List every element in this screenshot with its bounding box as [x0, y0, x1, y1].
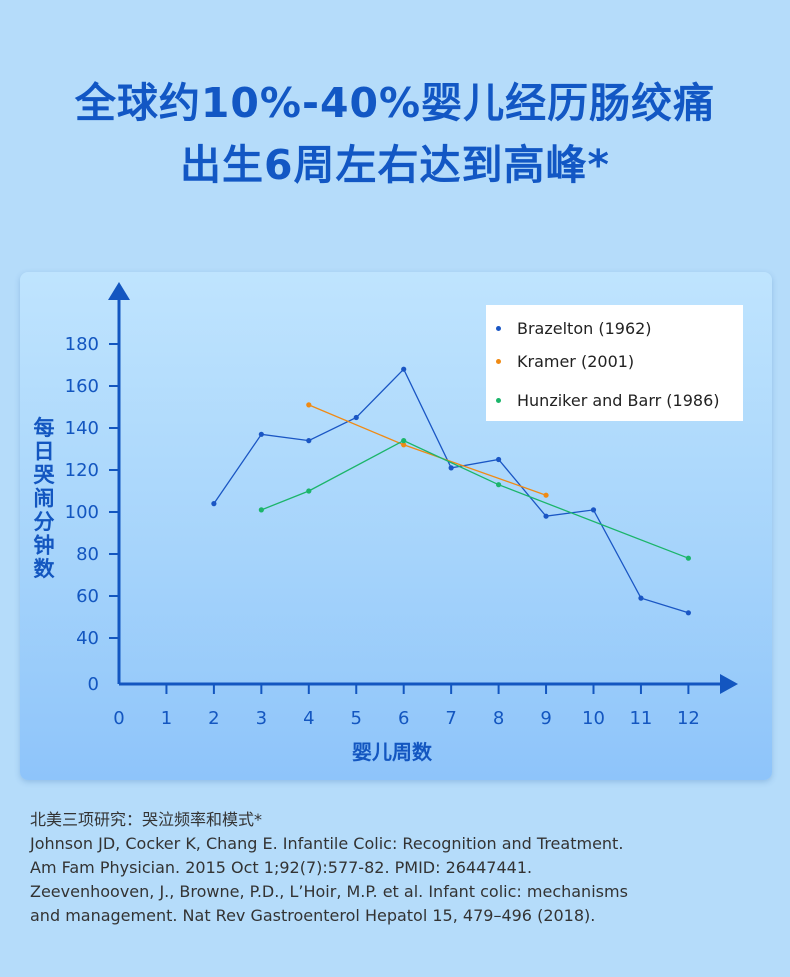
x-tick-label: 11 — [629, 708, 652, 729]
data-point-0 — [353, 414, 359, 421]
y-axis-arrow — [108, 282, 130, 300]
legend-label-kramer: Kramer (2001) — [517, 351, 635, 371]
y-tick-label: 140 — [65, 418, 99, 439]
series-line-2 — [261, 439, 689, 559]
y-axis-label-char: 数 — [34, 557, 56, 581]
data-point-1 — [543, 492, 549, 498]
data-point-0 — [401, 366, 407, 372]
data-point-2 — [496, 482, 502, 488]
y-tick-label: 160 — [65, 376, 99, 397]
y-axis-label-char: 闹 — [34, 487, 55, 511]
legend-marker-kramer — [496, 358, 501, 364]
legend-item-hunziker: Hunziker and Barr (1986) — [496, 390, 720, 410]
x-tick-label: 12 — [677, 708, 700, 729]
data-point-2 — [258, 507, 264, 513]
data-point-2 — [685, 555, 692, 561]
data-point-2 — [401, 438, 407, 444]
y-axis-label-char: 哭 — [34, 463, 56, 487]
x-axis-arrow — [720, 674, 738, 694]
x-tick-label: 10 — [582, 708, 605, 729]
legend-item-brazelton: Brazelton (1962) — [496, 318, 652, 338]
legend-label-hunziker: Hunziker and Barr (1986) — [517, 390, 720, 410]
x-tick-label: 0 — [113, 708, 124, 729]
reference-line: Am Fam Physician. 2015 Oct 1;92(7):577-8… — [30, 858, 533, 877]
data-point-0 — [590, 507, 597, 513]
y-tick-label: 100 — [65, 502, 99, 523]
data-point-0 — [211, 501, 217, 507]
y-tick-label: 40 — [76, 628, 99, 649]
y-tick-label: 80 — [76, 544, 99, 565]
y-tick-label: 120 — [65, 460, 99, 481]
reference-heading: 北美三项研究：哭泣频率和模式* — [30, 810, 263, 829]
reference-line: Johnson JD, Cocker K, Chang E. Infantile… — [30, 834, 624, 853]
x-tick-label: 1 — [161, 708, 172, 729]
data-point-0 — [685, 610, 692, 616]
data-point-0 — [638, 595, 644, 601]
x-tick-label: 7 — [445, 708, 456, 729]
headline-line-2: 出生6周左右达到高峰* — [180, 141, 610, 189]
legend-marker-brazelton — [496, 325, 501, 331]
y-axis-label-char: 钟 — [34, 534, 55, 558]
chart-legend: Brazelton (1962) Kramer (2001) Hunziker … — [486, 305, 743, 421]
data-point-1 — [401, 442, 407, 448]
reference-line: and management. Nat Rev Gastroenterol He… — [30, 906, 596, 925]
y-axis-label-char: 每 — [34, 416, 55, 440]
data-point-1 — [306, 402, 312, 408]
data-point-0 — [496, 456, 502, 463]
x-tick-label: 8 — [493, 708, 504, 729]
y-axis-label-char: 日 — [34, 440, 55, 464]
data-point-2 — [306, 488, 312, 494]
x-tick-label: 4 — [303, 708, 314, 729]
y-tick-label: 60 — [76, 586, 99, 607]
data-point-0 — [306, 438, 312, 444]
legend-item-kramer: Kramer (2001) — [496, 351, 634, 371]
legend-label-brazelton: Brazelton (1962) — [517, 318, 652, 338]
x-tick-label: 5 — [351, 708, 362, 729]
data-point-0 — [543, 513, 549, 519]
reference-line: Zeevenhooven, J., Browne, P.D., L’Hoir, … — [30, 882, 628, 901]
x-tick-label: 6 — [398, 708, 409, 729]
y-tick-label: 0 — [88, 674, 99, 695]
data-point-0 — [448, 465, 454, 471]
data-point-0 — [258, 431, 264, 437]
y-axis-label-char: 分 — [34, 510, 55, 534]
x-tick-label: 3 — [256, 708, 267, 729]
x-axis-label: 婴儿周数 — [352, 740, 433, 764]
references: 北美三项研究：哭泣频率和模式* Johnson JD, Cocker K, Ch… — [30, 808, 770, 928]
y-tick-label: 180 — [65, 334, 99, 355]
headline: 全球约10%-40%婴儿经历肠绞痛 出生6周左右达到高峰* — [0, 72, 790, 196]
x-tick-label: 9 — [540, 708, 551, 729]
headline-line-1: 全球约10%-40%婴儿经历肠绞痛 — [74, 79, 716, 127]
x-tick-label: 2 — [208, 708, 219, 729]
legend-marker-hunziker — [496, 397, 501, 403]
